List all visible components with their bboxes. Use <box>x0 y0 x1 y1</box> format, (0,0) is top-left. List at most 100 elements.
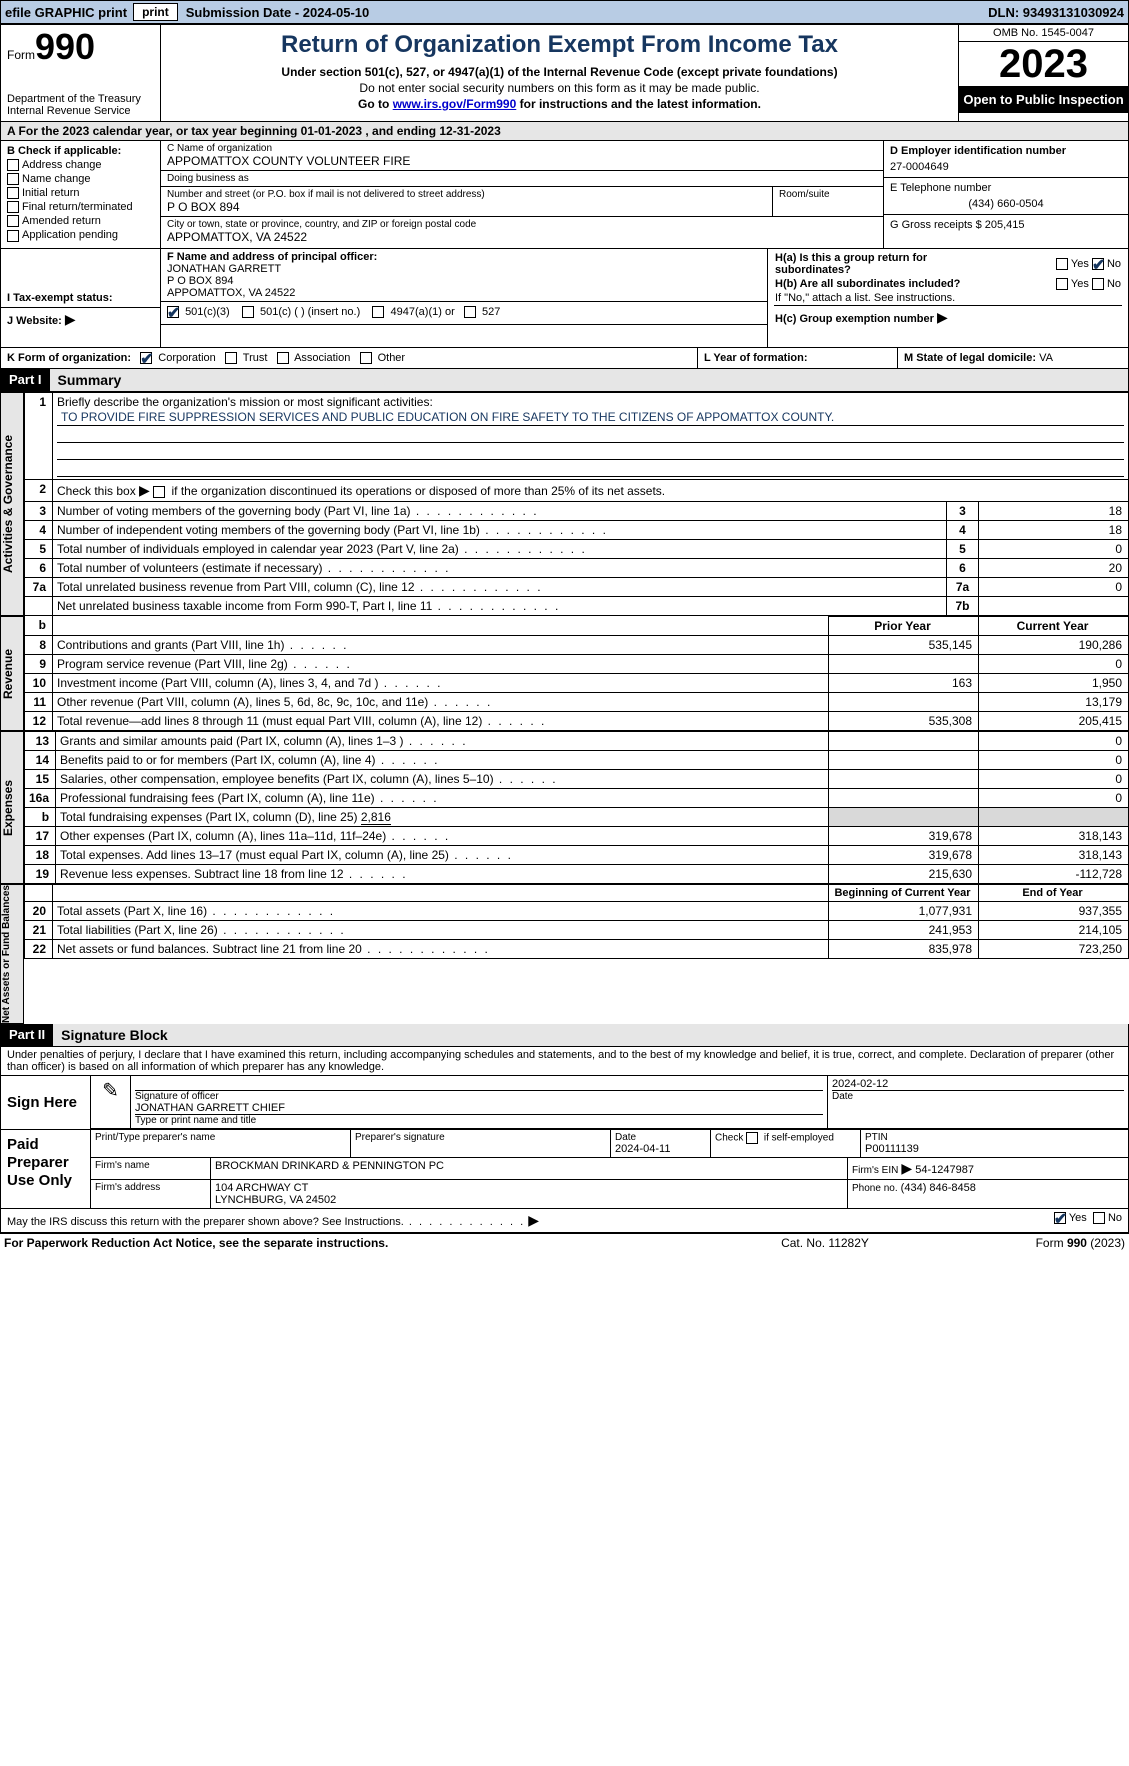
activities-table: 1 Briefly describe the organization's mi… <box>24 392 1129 616</box>
current-year-header: Current Year <box>979 616 1129 635</box>
submission-date: Submission Date - 2024-05-10 <box>186 5 370 20</box>
chk-4947[interactable] <box>372 306 384 318</box>
hc-label: H(c) Group exemption number <box>775 313 934 325</box>
chk-other[interactable] <box>360 352 372 364</box>
header-mid: Return of Organization Exempt From Incom… <box>161 25 958 121</box>
table-row: 12Total revenue—add lines 8 through 11 (… <box>25 711 1129 730</box>
section-bcd: B Check if applicable: Address change Na… <box>0 141 1129 249</box>
city-label: City or town, state or province, country… <box>167 219 877 230</box>
mid-content: F Name and address of principal officer:… <box>161 249 768 347</box>
netassets-section: Net Assets or Fund Balances Beginning of… <box>0 884 1129 1024</box>
line1-value: TO PROVIDE FIRE SUPPRESSION SERVICES AND… <box>57 409 1124 426</box>
firm-ein-value: 54-1247987 <box>915 1164 974 1176</box>
section-a: A For the 2023 calendar year, or tax yea… <box>0 122 1129 141</box>
officer-name: JONATHAN GARRETT <box>167 263 761 275</box>
open-inspection: Open to Public Inspection <box>959 86 1128 113</box>
table-row: 4Number of independent voting members of… <box>25 520 1129 539</box>
gross-value: 205,415 <box>985 219 1025 231</box>
dba-label: Doing business as <box>167 173 877 184</box>
table-row: 17Other expenses (Part IX, column (A), l… <box>25 826 1129 845</box>
chk-address-change[interactable] <box>7 159 19 171</box>
perjury-text: Under penalties of perjury, I declare th… <box>0 1047 1129 1076</box>
part2-header: Part II Signature Block <box>0 1024 1129 1047</box>
chk-amended[interactable] <box>7 215 19 227</box>
print-button[interactable]: print <box>133 3 178 21</box>
header-right: OMB No. 1545-0047 2023 Open to Public In… <box>958 25 1128 121</box>
room-label: Room/suite <box>779 189 877 200</box>
officer-addr2: APPOMATTOX, VA 24522 <box>167 287 761 299</box>
chk-line2[interactable] <box>153 486 165 498</box>
table-row: 3Number of voting members of the governi… <box>25 501 1129 520</box>
goto-note: Go to www.irs.gov/Form990 for instructio… <box>171 97 948 111</box>
k-label: K Form of organization: <box>7 352 131 364</box>
hb-label: H(b) Are all subordinates included? <box>775 278 960 290</box>
table-row: 13Grants and similar amounts paid (Part … <box>25 731 1129 750</box>
chk-app-pending[interactable] <box>7 230 19 242</box>
part2-tag: Part II <box>1 1024 53 1046</box>
dept-label: Department of the Treasury Internal Reve… <box>7 93 154 117</box>
revenue-section: Revenue b Prior Year Current Year 8Contr… <box>0 616 1129 731</box>
org-name: APPOMATTOX COUNTY VOLUNTEER FIRE <box>167 154 877 168</box>
tax-year: 2023 <box>959 42 1128 86</box>
firm-phone-label: Phone no. <box>852 1183 898 1194</box>
end-year-header: End of Year <box>979 884 1129 901</box>
table-row: 22Net assets or fund balances. Subtract … <box>25 939 1129 958</box>
activities-label: Activities & Governance <box>0 392 24 616</box>
chk-discuss-yes[interactable] <box>1054 1212 1066 1224</box>
chk-name-change[interactable] <box>7 173 19 185</box>
firm-name-value: BROCKMAN DRINKARD & PENNINGTON PC <box>211 1158 848 1179</box>
sig-officer-name: JONATHAN GARRETT CHIEF <box>135 1102 823 1114</box>
firm-addr1: 104 ARCHWAY CT <box>215 1182 308 1194</box>
chk-final-return[interactable] <box>7 201 19 213</box>
efile-label: efile GRAPHIC print <box>5 5 127 20</box>
cat-no: Cat. No. 11282Y <box>725 1236 925 1250</box>
omb-number: OMB No. 1545-0047 <box>959 25 1128 42</box>
addr-value: P O BOX 894 <box>167 200 766 214</box>
footer: For Paperwork Reduction Act Notice, see … <box>0 1233 1129 1252</box>
prep-name-label: Print/Type preparer's name <box>95 1132 346 1143</box>
table-row: 5Total number of individuals employed in… <box>25 539 1129 558</box>
chk-initial-return[interactable] <box>7 187 19 199</box>
firm-addr2: LYNCHBURG, VA 24502 <box>215 1194 336 1206</box>
chk-501c[interactable] <box>242 306 254 318</box>
signature-block: Sign Here ✎ Signature of officerJONATHAN… <box>0 1076 1129 1233</box>
prep-date-value: 2024-04-11 <box>615 1143 706 1155</box>
chk-corp[interactable] <box>140 352 152 364</box>
activities-section: Activities & Governance 1 Briefly descri… <box>0 392 1129 616</box>
chk-discuss-no[interactable] <box>1093 1212 1105 1224</box>
table-row: 6Total number of volunteers (estimate if… <box>25 558 1129 577</box>
chk-hb-yes[interactable] <box>1056 278 1068 290</box>
begin-year-header: Beginning of Current Year <box>829 884 979 901</box>
irs-link[interactable]: www.irs.gov/Form990 <box>393 97 517 111</box>
ha-label: H(a) Is this a group return for subordin… <box>775 252 927 276</box>
chk-ha-yes[interactable] <box>1056 258 1068 270</box>
header-left: Form990 Department of the Treasury Inter… <box>1 25 161 121</box>
part1-title: Summary <box>50 369 130 391</box>
chk-assoc[interactable] <box>277 352 289 364</box>
sig-date-value: 2024-02-12 <box>832 1078 1124 1091</box>
firm-phone-value: (434) 846-8458 <box>901 1182 976 1194</box>
prep-date-label: Date <box>615 1132 706 1143</box>
line16b-value: 2,816 <box>361 810 391 825</box>
chk-self-employed[interactable] <box>746 1132 758 1144</box>
chk-527[interactable] <box>464 306 476 318</box>
firm-name-label: Firm's name <box>91 1158 211 1179</box>
chk-hb-no[interactable] <box>1092 278 1104 290</box>
top-bar: efile GRAPHIC print print Submission Dat… <box>0 0 1129 24</box>
addr-label: Number and street (or P.O. box if mail i… <box>167 189 766 200</box>
chk-501c3[interactable] <box>167 306 179 318</box>
org-name-label: C Name of organization <box>167 143 877 154</box>
part2-title: Signature Block <box>53 1024 176 1046</box>
table-row: 7aTotal unrelated business revenue from … <box>25 577 1129 596</box>
table-row: 16aProfessional fundraising fees (Part I… <box>25 788 1129 807</box>
ptin-label: PTIN <box>865 1132 1124 1143</box>
sig-date-label: Date <box>832 1091 1124 1102</box>
form-header: Form990 Department of the Treasury Inter… <box>0 24 1129 122</box>
chk-trust[interactable] <box>225 352 237 364</box>
form-footer: Form 990 (2023) <box>925 1236 1125 1250</box>
col-c: C Name of organization APPOMATTOX COUNTY… <box>161 141 883 248</box>
h-section: H(a) Is this a group return for subordin… <box>768 249 1128 347</box>
phone-label: E Telephone number <box>890 182 1122 194</box>
chk-ha-no[interactable] <box>1092 258 1104 270</box>
netassets-label: Net Assets or Fund Balances <box>0 884 24 1024</box>
